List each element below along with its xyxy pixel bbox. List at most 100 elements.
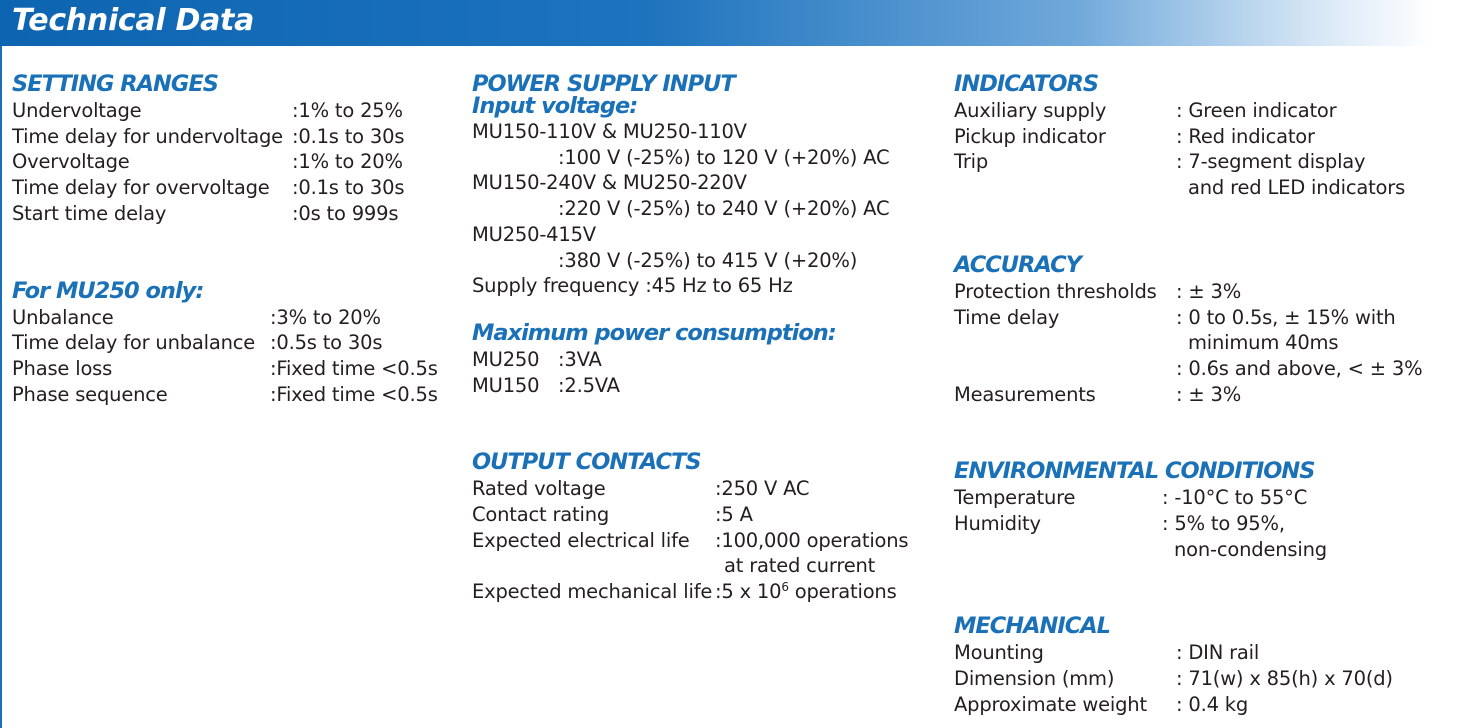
spec-value-continued: minimum 40ms xyxy=(1188,331,1339,355)
mechanical-heading: MECHANICAL xyxy=(954,613,1111,640)
spec-value: : ± 3% xyxy=(1176,382,1242,406)
value-suffix: operations xyxy=(788,580,897,604)
mu250-only-heading: For MU250 only: xyxy=(12,277,204,304)
spec-value: : 71(w) x 85(h) x 70(d) xyxy=(1176,667,1393,691)
spec-value: : ± 3% xyxy=(1176,279,1242,303)
exponent: 6 xyxy=(781,580,789,595)
spec-label: Protection thresholds xyxy=(954,279,1157,303)
spec-label: Phase sequence xyxy=(12,382,168,406)
power-supply-heading: POWER SUPPLY INPUT xyxy=(472,71,736,97)
output-contacts-section: OUTPUT CONTACTS Rated voltage:250 V AC C… xyxy=(472,448,942,605)
spec-label: Start time delay xyxy=(12,201,167,225)
spec-value: : -10°C to 55°C xyxy=(1162,486,1308,510)
setting-ranges-section: SETTING RANGES Undervoltage :1% to 25% Ti… xyxy=(12,70,457,227)
spec-value-continued: and red LED indicators xyxy=(1188,176,1406,200)
spec-label: Unbalance xyxy=(12,305,114,329)
spec-value: :Fixed time <0.5s xyxy=(270,356,438,380)
spec-row: Expected mechanical life :5 x 106 operat… xyxy=(472,579,942,605)
mechanical-section: MECHANICAL Mounting : DIN rail Dimension … xyxy=(954,612,1459,717)
output-contacts-heading: OUTPUT CONTACTS xyxy=(472,449,702,476)
spec-value: : 5% to 95%, xyxy=(1162,512,1285,536)
spec-row: Protection thresholds : ± 3% xyxy=(954,279,1459,305)
spec-row: MU150 :2.5VA xyxy=(472,373,942,399)
spec-value-continued: : 0.6s and above, < ± 3% xyxy=(1176,356,1423,380)
supply-frequency: Supply frequency :45 Hz to 65 Hz xyxy=(472,274,793,298)
voltage-range: :220 V (-25%) to 240 V (+20%) AC xyxy=(558,197,890,221)
spec-label: Phase loss xyxy=(12,356,113,380)
spec-row: Trip : 7-segment display xyxy=(954,149,1459,175)
voltage-range: :100 V (-25%) to 120 V (+20%) AC xyxy=(558,145,890,169)
spec-value: :2.5VA xyxy=(558,373,620,397)
spec-row: Contact rating :5 A xyxy=(472,502,942,528)
spec-value: : 7-segment display xyxy=(1176,150,1366,174)
spec-value-continued: at rated current xyxy=(724,554,876,578)
spec-value: :0.1s to 30s xyxy=(292,124,405,148)
environmental-heading: ENVIRONMENTAL CONDITIONS xyxy=(954,458,1315,485)
value-prefix: :5 x 10 xyxy=(715,580,782,604)
left-frame-line xyxy=(0,46,2,728)
spec-row: Humidity : 5% to 95%, xyxy=(954,511,1459,537)
spec-label: Expected electrical life xyxy=(472,528,690,552)
spec-label: Dimension (mm) xyxy=(954,667,1115,691)
spec-value: :3% to 20% xyxy=(270,305,381,329)
accuracy-section: ACCURACY Protection thresholds : ± 3% Tim… xyxy=(954,251,1459,408)
spec-row: Overvoltage :1% to 20% xyxy=(12,149,457,175)
spec-row: Mounting : DIN rail xyxy=(954,640,1459,666)
spec-row: Time delay for overvoltage :0.1s to 30s xyxy=(12,175,457,201)
environmental-section: ENVIRONMENTAL CONDITIONS Temperature : -1… xyxy=(954,457,1459,562)
spec-label: MU150 xyxy=(472,373,540,397)
spec-row: Time delay: 0 to 0.5s, ± 15% with xyxy=(954,305,1459,331)
spec-label: Contact rating xyxy=(472,503,610,527)
spec-row: Rated voltage:250 V AC xyxy=(472,476,942,502)
spec-row: Unbalance :3% to 20% xyxy=(12,305,457,331)
setting-ranges-heading: SETTING RANGES xyxy=(12,71,219,97)
spec-row: Undervoltage :1% to 25% xyxy=(12,98,457,124)
max-power-section: Maximum power consumption: MU250 :3VA MU1… xyxy=(472,319,942,398)
max-power-heading: Maximum power consumption: xyxy=(472,319,837,346)
spec-label: Temperature xyxy=(954,486,1076,510)
spec-label: Undervoltage xyxy=(12,99,142,122)
spec-row: Phase loss :Fixed time <0.5s xyxy=(12,356,457,382)
column-middle: POWER SUPPLY INPUT Input voltage: MU150-… xyxy=(472,70,942,605)
spec-value: :0.1s to 30s xyxy=(292,176,405,200)
spec-value: : Green indicator xyxy=(1176,99,1337,122)
model-line: MU250-415V xyxy=(472,222,596,246)
spec-label: Overvoltage xyxy=(12,150,130,174)
spec-row: Temperature : -10°C to 55°C xyxy=(954,485,1459,511)
spec-row: Time delay for unbalance :0.5s to 30s xyxy=(12,330,457,356)
spec-value: : DIN rail xyxy=(1176,641,1260,665)
spec-label: Time delay for unbalance xyxy=(12,331,256,355)
spec-value: :3VA xyxy=(558,347,602,371)
spec-value: :250 V AC xyxy=(715,477,810,501)
spec-value: :1% to 25% xyxy=(292,99,403,122)
spec-row: Measurements : ± 3% xyxy=(954,382,1459,408)
spec-label: Time delay for overvoltage xyxy=(12,176,270,200)
accuracy-heading: ACCURACY xyxy=(954,251,1082,278)
spec-value: :5 A xyxy=(715,503,753,527)
model-line: MU150-110V & MU250-110V xyxy=(472,120,747,143)
spec-row: Start time delay :0s to 999s xyxy=(12,201,457,227)
spec-value: : 0 to 0.5s, ± 15% with xyxy=(1176,305,1396,329)
spec-label: Measurements xyxy=(954,382,1096,406)
spec-label: MU250 xyxy=(472,347,540,371)
model-line: MU150-240V & MU250-220V xyxy=(472,171,747,195)
spec-label: Pickup indicator xyxy=(954,124,1106,148)
page-title: Technical Data xyxy=(12,3,255,38)
mu250-only-section: For MU250 only: Unbalance :3% to 20% Time… xyxy=(12,277,457,408)
indicators-section: INDICATORS Auxiliary supply: Green indic… xyxy=(954,70,1459,201)
spec-label: Approximate weight xyxy=(954,692,1147,716)
spec-value: :1% to 20% xyxy=(292,150,403,174)
spec-row: Pickup indicator: Red indicator xyxy=(954,124,1459,150)
spec-label: Trip xyxy=(954,150,989,174)
spec-value: :100,000 operations xyxy=(715,528,909,552)
spec-label: Humidity xyxy=(954,512,1041,536)
spec-value: : 0.4 kg xyxy=(1176,692,1249,716)
spec-label: Expected mechanical life xyxy=(472,580,713,604)
spec-value: :0s to 999s xyxy=(292,201,399,225)
spec-value: :Fixed time <0.5s xyxy=(270,382,438,406)
spec-value: :0.5s to 30s xyxy=(270,331,383,355)
title-banner: Technical Data xyxy=(0,0,1432,46)
spec-value-continued: non-condensing xyxy=(1174,537,1327,561)
spec-label: Mounting xyxy=(954,641,1044,665)
indicators-heading: INDICATORS xyxy=(954,71,1099,97)
